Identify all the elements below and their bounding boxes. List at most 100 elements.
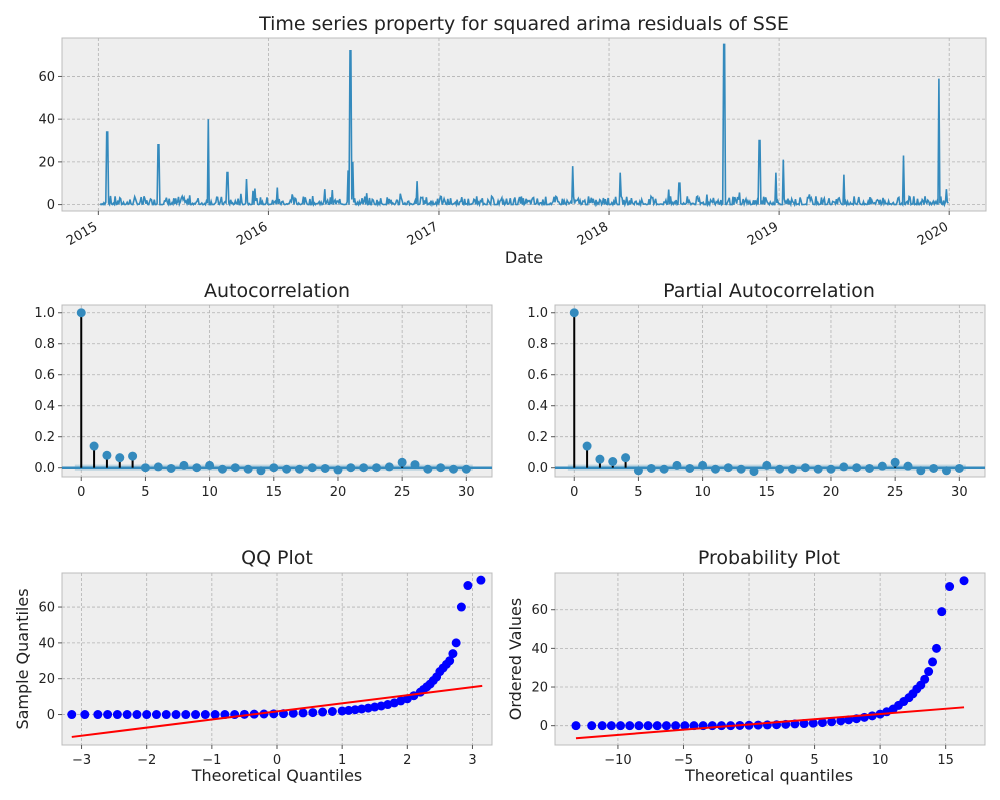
stem-marker [294, 464, 304, 474]
x-tick-label: 10 [201, 485, 218, 500]
qq-title: QQ Plot [241, 547, 313, 569]
x-tick-label: 2 [403, 753, 411, 768]
scatter-point [210, 710, 220, 720]
x-tick-label: 5 [634, 485, 642, 500]
scatter-point [920, 674, 930, 684]
stem-marker [633, 466, 643, 476]
x-tick-label: −5 [674, 753, 693, 768]
y-tick-label: 0.0 [34, 461, 55, 476]
x-tick-label: 0 [745, 753, 753, 768]
y-tick-label: 0.4 [34, 399, 55, 414]
stem-marker [307, 463, 317, 473]
stem-marker [775, 464, 785, 474]
scatter-point [308, 708, 318, 718]
scatter-point [643, 721, 653, 731]
y-tick-label: 0.8 [34, 337, 55, 352]
stem-marker [461, 464, 471, 474]
scatter-point [288, 708, 298, 718]
timeseries-xlabel: Date [505, 248, 543, 267]
pacf-plot-area [554, 304, 986, 478]
stem-marker [423, 464, 433, 474]
stem-marker [230, 463, 240, 473]
stem-marker [929, 463, 939, 473]
scatter-point [191, 710, 201, 720]
stem-marker [371, 463, 381, 473]
scatter-point [80, 710, 90, 720]
fit-line [71, 684, 483, 738]
stem-marker [436, 463, 446, 473]
y-tick-label: 1.0 [527, 306, 548, 321]
stem-marker [256, 466, 266, 476]
x-tick-label: −10 [604, 753, 631, 768]
scatter-point [298, 708, 308, 718]
stem-marker [698, 460, 708, 470]
timeseries-title: Time series property for squared arima r… [258, 13, 789, 35]
stem-marker [582, 441, 592, 451]
qq-xlabel: Theoretical Quantiles [191, 766, 363, 785]
scatter-point [661, 721, 671, 731]
scatter-point [476, 575, 486, 585]
x-tick-label: 5 [141, 485, 149, 500]
stem-marker [102, 450, 112, 460]
scatter-point [945, 582, 955, 592]
x-tick-label: 25 [887, 485, 904, 500]
x-tick-label: 30 [951, 485, 968, 500]
stem-marker [217, 464, 227, 474]
stem-marker [941, 466, 951, 476]
x-tick-label: 2017 [405, 219, 441, 249]
stem-marker [89, 441, 99, 451]
y-tick-label: 0 [47, 198, 55, 213]
scatter-point [318, 707, 328, 717]
pacf-panel: Partial Autocorrelation 0 5 10 15 20 25 30 0.0 0… [527, 280, 986, 500]
y-tick-label: 40 [531, 642, 548, 657]
scatter-point [122, 710, 132, 720]
scatter-point [350, 705, 360, 715]
stem-marker [192, 463, 202, 473]
scatter-point [827, 717, 837, 727]
timeseries-plot-area [61, 37, 987, 212]
stem-marker [359, 463, 369, 473]
scatter-point [634, 721, 644, 731]
stem-marker [916, 466, 926, 476]
scatter-point [327, 706, 337, 716]
scatter-point [817, 718, 827, 728]
stem-marker [864, 463, 874, 473]
scatter-point [799, 719, 809, 729]
scatter-point [671, 721, 681, 731]
x-tick-label: 30 [458, 485, 475, 500]
x-tick-label: 25 [394, 485, 411, 500]
stem-marker [179, 460, 189, 470]
stem-marker [243, 464, 253, 474]
y-tick-label: 60 [531, 603, 548, 618]
x-tick-label: 15 [759, 485, 776, 500]
scatter-point [151, 710, 161, 720]
x-tick-label: 2018 [575, 219, 611, 249]
stem-marker [852, 463, 862, 473]
stem-marker [320, 463, 330, 473]
y-tick-label: 20 [38, 672, 55, 687]
stem-marker [839, 462, 849, 472]
stem-marker [346, 463, 356, 473]
x-tick-label: 15 [266, 485, 283, 500]
acf-panel: Autocorrelation 0 5 10 15 20 25 30 0.0 0.2 0.4 0.6… [34, 280, 493, 500]
y-tick-label: 60 [38, 601, 55, 616]
scatter-point [836, 716, 846, 726]
stem-marker [890, 457, 900, 467]
x-tick-label: 0 [273, 753, 281, 768]
stem-marker [762, 460, 772, 470]
stem-marker [736, 464, 746, 474]
stem-marker [569, 308, 579, 318]
x-tick-label: 10 [694, 485, 711, 500]
y-tick-label: 0.4 [527, 399, 548, 414]
x-tick-label: 0 [77, 485, 85, 500]
scatter-point [597, 721, 607, 731]
scatter-point [937, 607, 947, 617]
x-tick-label: 0 [570, 485, 578, 500]
x-tick-label: 3 [468, 753, 476, 768]
stem-marker [646, 463, 656, 473]
x-tick-label: 5 [810, 753, 818, 768]
scatter-point [456, 602, 466, 612]
y-tick-label: 0.0 [527, 461, 548, 476]
stem-marker [826, 464, 836, 474]
stem-marker [685, 463, 695, 473]
